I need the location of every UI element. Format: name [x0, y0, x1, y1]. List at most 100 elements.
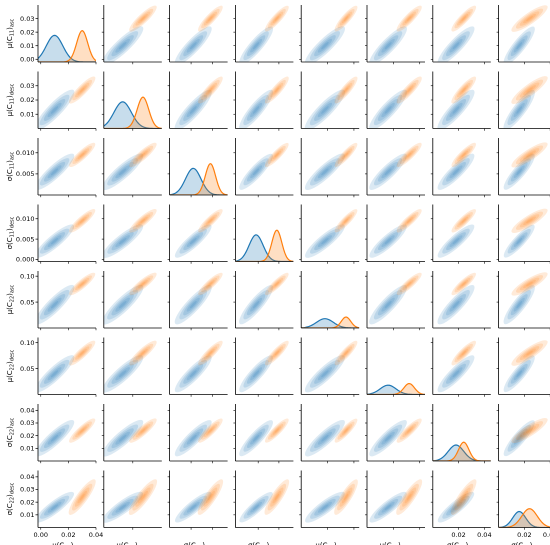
- kde-contour-g0-l2-r5-c6: [446, 363, 466, 384]
- kde-contour-g0-l3-r4-c6: [449, 297, 463, 312]
- kde-contour-g0-l1-r1-c0: [39, 94, 70, 126]
- kde-contour-g1-l1-r5-c6: [454, 343, 473, 363]
- panel-r7-c1: [101, 470, 162, 530]
- kde-contour-g1-l0-r1-c7: [511, 76, 548, 104]
- kde-contour-g1-l1-r7-c2: [200, 483, 220, 511]
- panel-r2-c2: [167, 138, 228, 198]
- kde-contour-g1-l2-r2-c7: [519, 148, 540, 162]
- kde-contour-g1-l0-r3-c1: [129, 209, 157, 233]
- kde-contour-g1-l1-r5-c2: [201, 343, 220, 363]
- kde-fill-g1-r5-c5: [367, 383, 425, 395]
- kde-contour-g1-l4-r6-c1: [140, 428, 146, 433]
- kde-contour-g0-l2-r5-c1: [111, 363, 134, 384]
- kde-contour-g0-l1-r7-c2: [179, 495, 207, 519]
- kde-contour-g0-l0-r6-c7: [503, 420, 535, 457]
- kde-contour-g0-l3-r7-c5: [381, 501, 395, 513]
- kde-contour-g1-l2-r0-c7: [519, 11, 540, 26]
- xlabel-mu_c22_asc: μ(C22)asc: [315, 542, 345, 545]
- kde-contour-g0-l1-r0-c2: [179, 31, 208, 61]
- ytick-label-r6-c0-1: 0.02: [20, 432, 34, 440]
- kde-contour-g1-l2-r7-c0: [74, 487, 90, 507]
- kde-contour-g0-l1-r7-c5: [374, 495, 403, 519]
- kde-contour-g0-l0-r3-c1: [103, 224, 144, 258]
- kde-contour-g1-l2-r7-c5: [402, 487, 417, 507]
- kde-contour-g1-l0-r1-c0: [69, 76, 96, 104]
- kde-contour-g0-l1-r4-c6: [442, 289, 470, 320]
- kde-contour-g1-l4-r7-c2: [208, 493, 213, 501]
- kde-contour-g0-l0-r5-c2: [174, 355, 212, 393]
- panel-r4-c5: [365, 271, 425, 331]
- kde-contour-g0-l3-r4-c5: [381, 297, 395, 312]
- kde-contour-g1-l3-r0-c7: [523, 13, 536, 24]
- kde-fill-g0-r6-c6: [432, 445, 491, 461]
- kde-contour-g1-l3-r4-c3: [272, 279, 282, 288]
- kde-contour-g0-l4-r0-c6: [452, 42, 460, 50]
- kde-contour-g0-l1-r7-c3: [243, 495, 269, 519]
- kde-contour-g0-l3-r3-c2: [186, 235, 200, 248]
- kde-contour-g0-l4-r3-c5: [384, 238, 392, 245]
- kde-contour-g0-l4-r4-c0: [50, 300, 59, 309]
- kde-contour-g1-l3-r7-c1: [137, 490, 148, 504]
- kde-contour-g1-l0-r7-c6: [451, 479, 477, 515]
- kde-contour-g0-l2-r0-c2: [183, 35, 204, 57]
- kde-contour-g1-l1-r2-c5: [399, 145, 419, 164]
- kde-contour-g0-l3-r6-c0: [47, 431, 62, 445]
- panel-r6-c3: [233, 404, 294, 464]
- kde-contour-g0-l1-r2-c1: [107, 158, 139, 186]
- kde-contour-g1-l3-r3-c0: [77, 216, 87, 225]
- ytick-label-r7-c0-0: 0.01: [20, 511, 34, 519]
- kde-contour-g1-l3-r3-c4: [342, 216, 351, 225]
- xlabel-sigma_c22_asc: σ(C22)asc: [447, 542, 477, 545]
- kde-contour-g1-l3-r6-c2: [206, 426, 215, 435]
- kde-contour-g1-l4-r1-c7: [526, 87, 533, 93]
- kde-contour-g1-l1-r6-c5: [399, 421, 419, 440]
- kde-contour-g1-l1-r3-c0: [72, 211, 92, 230]
- kde-fill-g1-r2-c2: [169, 163, 228, 195]
- kde-contour-g1-l2-r1-c4: [339, 82, 353, 98]
- kde-contour-g1-l4-r0-c6: [461, 16, 467, 21]
- kde-contour-g0-l2-r6-c2: [183, 428, 204, 449]
- kde-contour-g1-l2-r5-c7: [519, 346, 540, 360]
- kde-contour-g1-l0-r0-c4: [334, 5, 358, 32]
- kde-contour-g1-l0-r4-c5: [396, 272, 422, 296]
- kde-contour-g1-l1-r6-c3: [267, 421, 286, 440]
- kde-contour-g0-l4-r7-c3: [252, 504, 260, 511]
- kde-contour-g0-l3-r3-c4: [317, 235, 332, 248]
- panel-r7-c4: [299, 470, 360, 530]
- kde-contour-g1-l0-r5-c4: [334, 340, 358, 366]
- kde-contour-g1-l4-r3-c1: [140, 218, 146, 223]
- kde-contour-g1-l4-r2-c1: [140, 152, 146, 158]
- kde-contour-g0-l2-r0-c3: [246, 35, 266, 57]
- kde-contour-g0-l2-r3-c2: [183, 232, 204, 251]
- kde-fill-g1-r4-c4: [301, 317, 360, 328]
- kde-contour-g1-l2-r2-c6: [457, 148, 471, 162]
- kde-contour-g0-l3-r3-c5: [381, 235, 395, 248]
- kde-contour-g1-l3-r3-c2: [206, 216, 215, 225]
- kde-contour-g0-l1-r2-c5: [373, 158, 403, 186]
- kde-contour-g1-l4-r5-c4: [343, 350, 349, 356]
- kde-contour-g1-l4-r1-c6: [461, 87, 467, 93]
- panel-r6-c0: 0.01 0.02 0.03 0.04: [20, 404, 97, 464]
- kde-contour-g1-l1-r7-c5: [399, 483, 419, 511]
- kde-contour-g0-l1-r7-c1: [107, 495, 138, 519]
- kde-contour-g1-l0-r4-c1: [129, 272, 157, 296]
- kde-contour-g1-l1-r0-c6: [454, 8, 473, 29]
- kde-contour-g1-l0-r1-c3: [264, 76, 289, 104]
- panel-r3-c5: [365, 204, 425, 264]
- kde-contour-g1-l0-r3-c7: [511, 208, 548, 233]
- kde-contour-g0-l2-r1-c3: [246, 99, 266, 121]
- kde-contour-g1-l0-r3-c2: [198, 209, 223, 233]
- kde-contour-g0-l0-r7-c0: [38, 491, 75, 523]
- kde-contour-g1-l4-r2-c7: [526, 152, 533, 158]
- kde-contour-g0-l2-r7-c2: [183, 498, 204, 516]
- kde-contour-g1-l4-r3-c6: [461, 218, 467, 223]
- kde-contour-g1-l1-r0-c7: [515, 8, 544, 29]
- kde-contour-g0-l2-r6-c5: [377, 428, 399, 449]
- kde-contour-g1-l0-r5-c3: [264, 340, 289, 366]
- ytick-label-r6-c0-0: 0.01: [20, 445, 34, 453]
- kde-contour-g0-l4-r6-c2: [189, 434, 197, 442]
- kde-contour-g0-l1-r3-c1: [107, 228, 139, 254]
- kde-contour-g1-l1-r7-c3: [267, 483, 287, 511]
- kde-contour-g1-l0-r0-c1: [129, 5, 157, 32]
- ytick-label-r6-c0-2: 0.03: [20, 419, 34, 427]
